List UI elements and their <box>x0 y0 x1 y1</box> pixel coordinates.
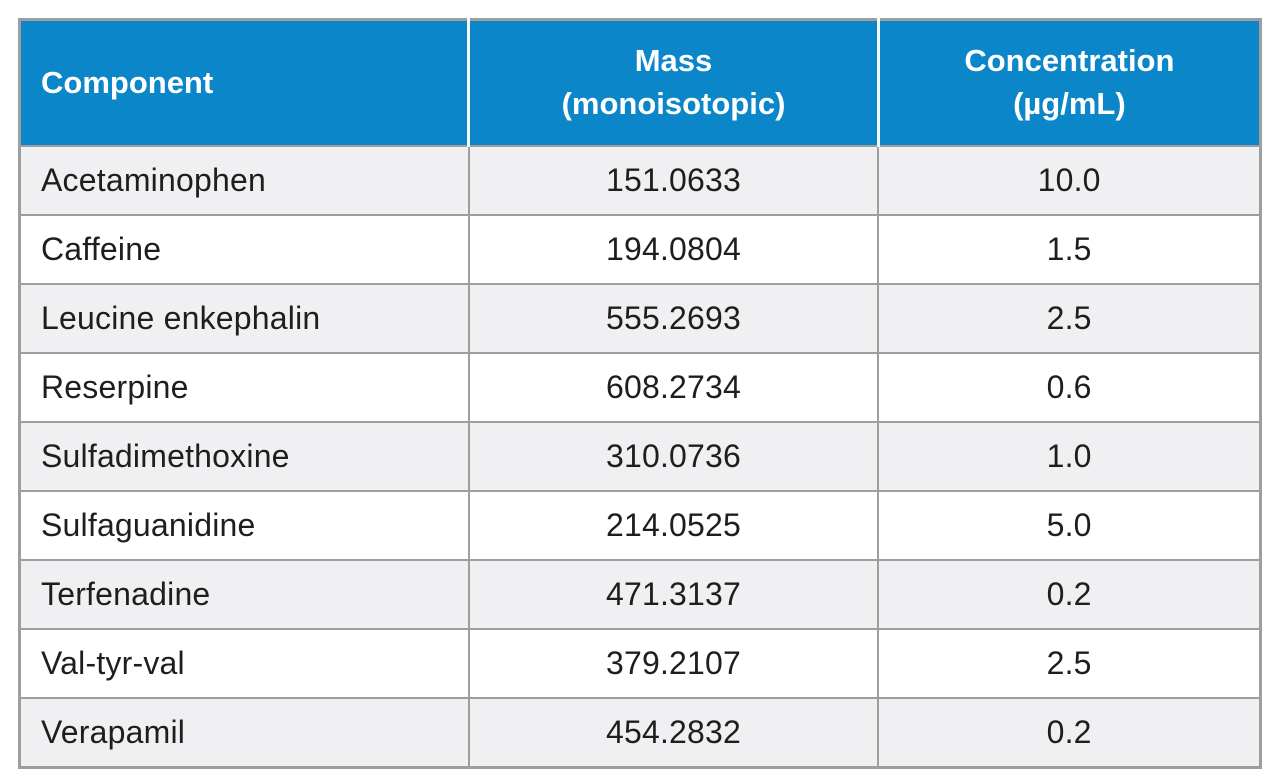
mass-cell: 194.0804 <box>467 214 880 285</box>
concentration-cell: 0.2 <box>877 697 1262 769</box>
header-concentration: Concentration (µg/mL) <box>876 18 1262 147</box>
component-cell: Verapamil <box>18 697 470 769</box>
concentration-cell: 0.2 <box>877 559 1262 630</box>
table-row: Val-tyr-val 379.2107 2.5 <box>18 628 1262 699</box>
table-row: Leucine enkephalin 555.2693 2.5 <box>18 283 1262 354</box>
mass-cell: 214.0525 <box>467 490 880 561</box>
mass-cell: 471.3137 <box>467 559 880 630</box>
concentration-cell: 0.6 <box>877 352 1262 423</box>
header-component: Component <box>18 18 470 147</box>
component-cell: Val-tyr-val <box>18 628 470 699</box>
concentration-cell: 2.5 <box>877 283 1262 354</box>
table-header: Component Mass (monoisotopic) Concentrat… <box>18 18 1262 147</box>
concentration-cell: 1.0 <box>877 421 1262 492</box>
table-row: Verapamil 454.2832 0.2 <box>18 697 1262 769</box>
mass-cell: 310.0736 <box>467 421 880 492</box>
table-body: Acetaminophen 151.0633 10.0 Caffeine 194… <box>18 145 1262 769</box>
concentration-cell: 10.0 <box>877 145 1262 216</box>
component-cell: Acetaminophen <box>18 145 470 216</box>
mass-cell: 555.2693 <box>467 283 880 354</box>
header-mass: Mass (monoisotopic) <box>467 18 880 147</box>
concentration-cell: 2.5 <box>877 628 1262 699</box>
table-row: Terfenadine 471.3137 0.2 <box>18 559 1262 630</box>
table-row: Acetaminophen 151.0633 10.0 <box>18 145 1262 216</box>
header-row: Component Mass (monoisotopic) Concentrat… <box>18 18 1262 147</box>
components-table: Component Mass (monoisotopic) Concentrat… <box>18 18 1262 769</box>
mass-cell: 151.0633 <box>467 145 880 216</box>
header-concentration-line1: Concentration <box>964 43 1175 79</box>
table-row: Reserpine 608.2734 0.6 <box>18 352 1262 423</box>
header-component-label: Component <box>41 64 214 100</box>
component-cell: Reserpine <box>18 352 470 423</box>
header-mass-line1: Mass <box>634 43 713 79</box>
mass-cell: 454.2832 <box>467 697 880 769</box>
header-mass-line2: (monoisotopic) <box>561 86 786 121</box>
header-concentration-line2: (µg/mL) <box>1013 86 1126 121</box>
table-row: Sulfaguanidine 214.0525 5.0 <box>18 490 1262 561</box>
component-cell: Terfenadine <box>18 559 470 630</box>
table-row: Caffeine 194.0804 1.5 <box>18 214 1262 285</box>
component-cell: Caffeine <box>18 214 470 285</box>
mass-cell: 608.2734 <box>467 352 880 423</box>
concentration-cell: 1.5 <box>877 214 1262 285</box>
component-cell: Sulfadimethoxine <box>18 421 470 492</box>
table-row: Sulfadimethoxine 310.0736 1.0 <box>18 421 1262 492</box>
component-cell: Sulfaguanidine <box>18 490 470 561</box>
mass-cell: 379.2107 <box>467 628 880 699</box>
concentration-cell: 5.0 <box>877 490 1262 561</box>
component-cell: Leucine enkephalin <box>18 283 470 354</box>
